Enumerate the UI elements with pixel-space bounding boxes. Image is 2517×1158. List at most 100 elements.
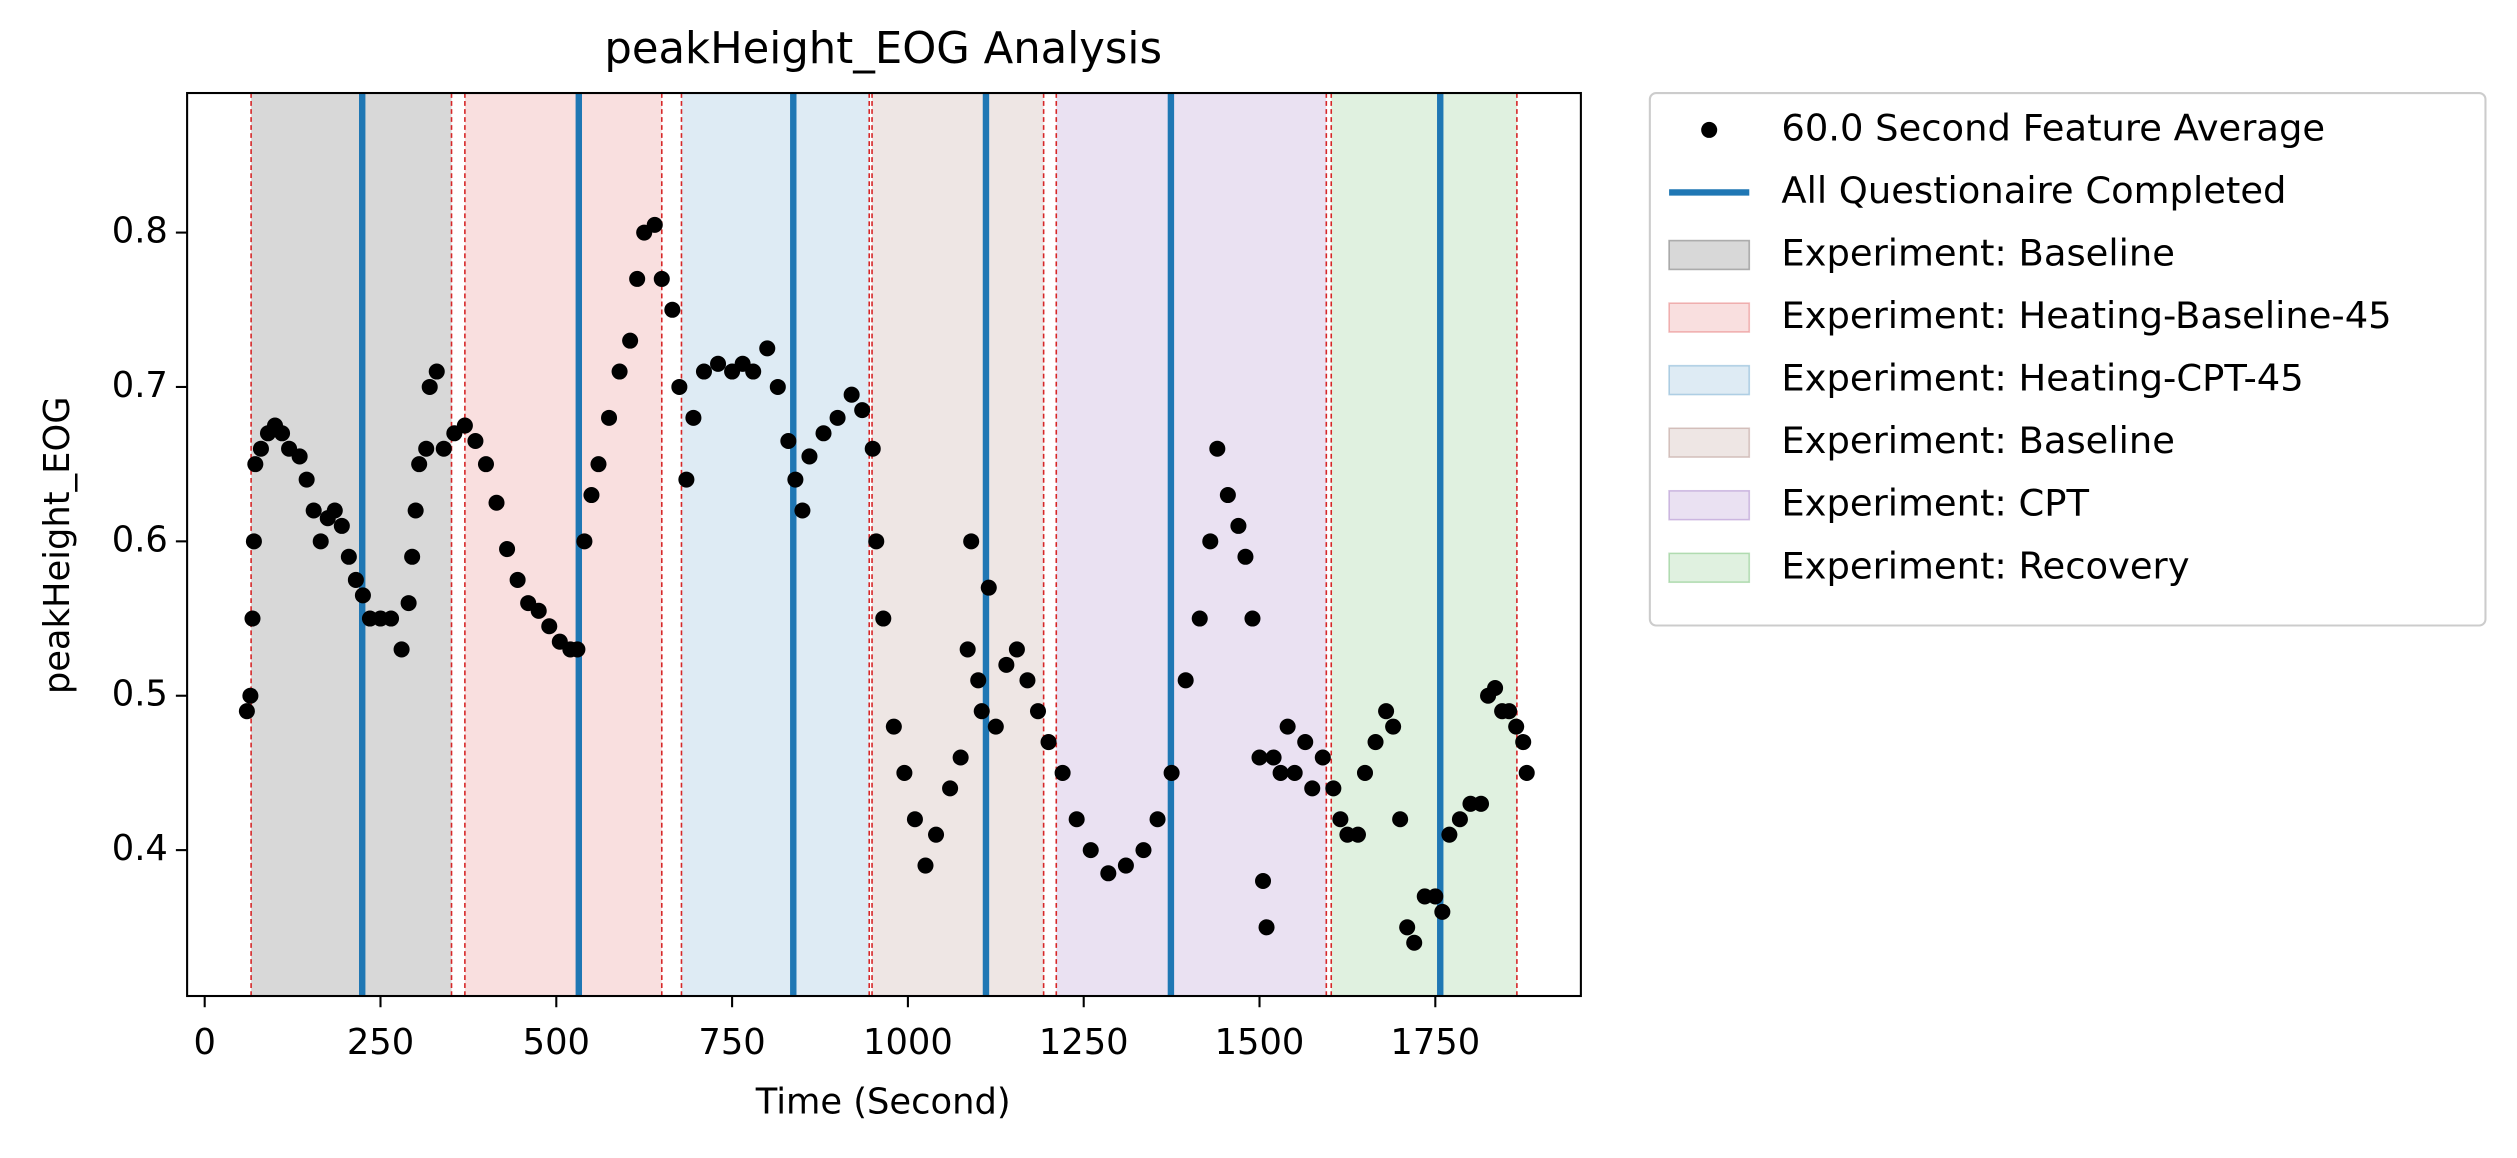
legend-marker xyxy=(1701,121,1718,138)
data-point xyxy=(305,502,322,519)
data-point xyxy=(1019,672,1036,689)
legend-label: Experiment: Heating-Baseline-45 xyxy=(1781,294,2391,337)
data-point xyxy=(1040,734,1057,751)
data-point xyxy=(530,602,547,619)
legend-label: Experiment: Baseline xyxy=(1781,419,2175,462)
data-point xyxy=(1135,842,1152,859)
legend-label: Experiment: CPT xyxy=(1781,482,2089,525)
data-point xyxy=(678,471,695,488)
data-point xyxy=(326,502,343,519)
data-point xyxy=(998,656,1015,673)
x-axis-label: Time (Second) xyxy=(755,1081,1011,1122)
data-point xyxy=(252,440,269,457)
data-point xyxy=(590,456,607,473)
data-point xyxy=(787,471,804,488)
data-point xyxy=(1258,919,1275,936)
data-point xyxy=(1356,764,1374,781)
data-point xyxy=(509,571,526,588)
x-tick-label: 1500 xyxy=(1215,1022,1305,1063)
data-point xyxy=(646,216,663,233)
data-point xyxy=(843,386,860,403)
data-point xyxy=(1202,533,1219,550)
data-point xyxy=(1314,749,1331,766)
experiment-span xyxy=(1331,93,1517,997)
data-point xyxy=(488,494,505,511)
data-point xyxy=(1244,610,1261,627)
data-point xyxy=(1286,764,1303,781)
data-point xyxy=(1100,865,1117,882)
experiment-span xyxy=(872,93,1044,997)
data-point xyxy=(1399,919,1416,936)
data-point xyxy=(1349,826,1366,843)
chart-title: peakHeight_EOG Analysis xyxy=(604,24,1162,74)
data-point xyxy=(333,517,350,534)
data-point xyxy=(383,610,400,627)
data-point xyxy=(854,402,871,419)
x-tick-label: 1250 xyxy=(1039,1022,1129,1063)
data-point xyxy=(569,641,586,658)
data-point xyxy=(970,672,987,689)
data-point xyxy=(1117,857,1134,874)
x-tick-label: 1000 xyxy=(863,1022,953,1063)
y-tick-label: 0.6 xyxy=(112,519,168,560)
y-tick-label: 0.8 xyxy=(112,211,168,252)
data-point xyxy=(906,811,923,828)
data-point xyxy=(312,533,329,550)
data-point xyxy=(467,432,484,450)
data-point xyxy=(896,764,913,781)
data-point xyxy=(1501,703,1518,720)
data-point xyxy=(942,780,959,797)
data-point xyxy=(1029,703,1047,720)
data-point xyxy=(685,409,702,426)
data-point xyxy=(1251,749,1268,766)
data-point xyxy=(1325,780,1342,797)
data-point xyxy=(601,409,618,426)
data-point xyxy=(794,502,811,519)
data-point xyxy=(418,440,435,457)
data-point xyxy=(583,487,600,504)
data-point xyxy=(1367,734,1384,751)
data-point xyxy=(963,533,980,550)
data-point xyxy=(404,548,421,565)
experiment-span xyxy=(1056,93,1327,997)
data-point xyxy=(244,610,261,627)
data-point xyxy=(868,533,885,550)
data-point xyxy=(1515,734,1532,751)
data-point xyxy=(1279,718,1296,735)
data-point xyxy=(499,541,516,558)
data-point xyxy=(1406,934,1423,951)
data-point xyxy=(411,456,428,473)
data-point xyxy=(611,363,628,380)
legend-label: Experiment: Recovery xyxy=(1781,544,2189,587)
x-tick-label: 750 xyxy=(698,1022,765,1063)
y-tick-label: 0.5 xyxy=(112,674,168,715)
plot-frame xyxy=(186,91,1582,998)
data-point xyxy=(1487,679,1504,697)
data-point xyxy=(769,378,786,395)
data-point xyxy=(1237,548,1254,565)
data-point xyxy=(745,363,762,380)
legend-swatch xyxy=(1668,427,1751,458)
legend: 60.0 Second Feature Average All Questiona… xyxy=(1648,91,2487,627)
data-point xyxy=(477,456,494,473)
data-point xyxy=(1272,764,1289,781)
data-point xyxy=(1008,641,1025,658)
data-point xyxy=(340,548,357,565)
data-point xyxy=(1082,842,1099,859)
data-point xyxy=(1297,734,1314,751)
data-point xyxy=(400,595,417,612)
data-point xyxy=(247,456,264,473)
data-point xyxy=(1230,517,1247,534)
experiment-span xyxy=(251,93,452,997)
legend-box xyxy=(1648,91,2487,627)
legend-label: Experiment: Heating-CPT-45 xyxy=(1781,357,2303,400)
y-axis-label: peakHeight_EOG xyxy=(37,396,78,694)
data-point xyxy=(928,826,945,843)
data-point xyxy=(917,857,934,874)
data-point xyxy=(1068,811,1085,828)
data-point xyxy=(864,440,881,457)
data-point xyxy=(710,355,727,372)
y-tick-label: 0.7 xyxy=(112,365,168,406)
legend-swatch xyxy=(1668,489,1751,521)
